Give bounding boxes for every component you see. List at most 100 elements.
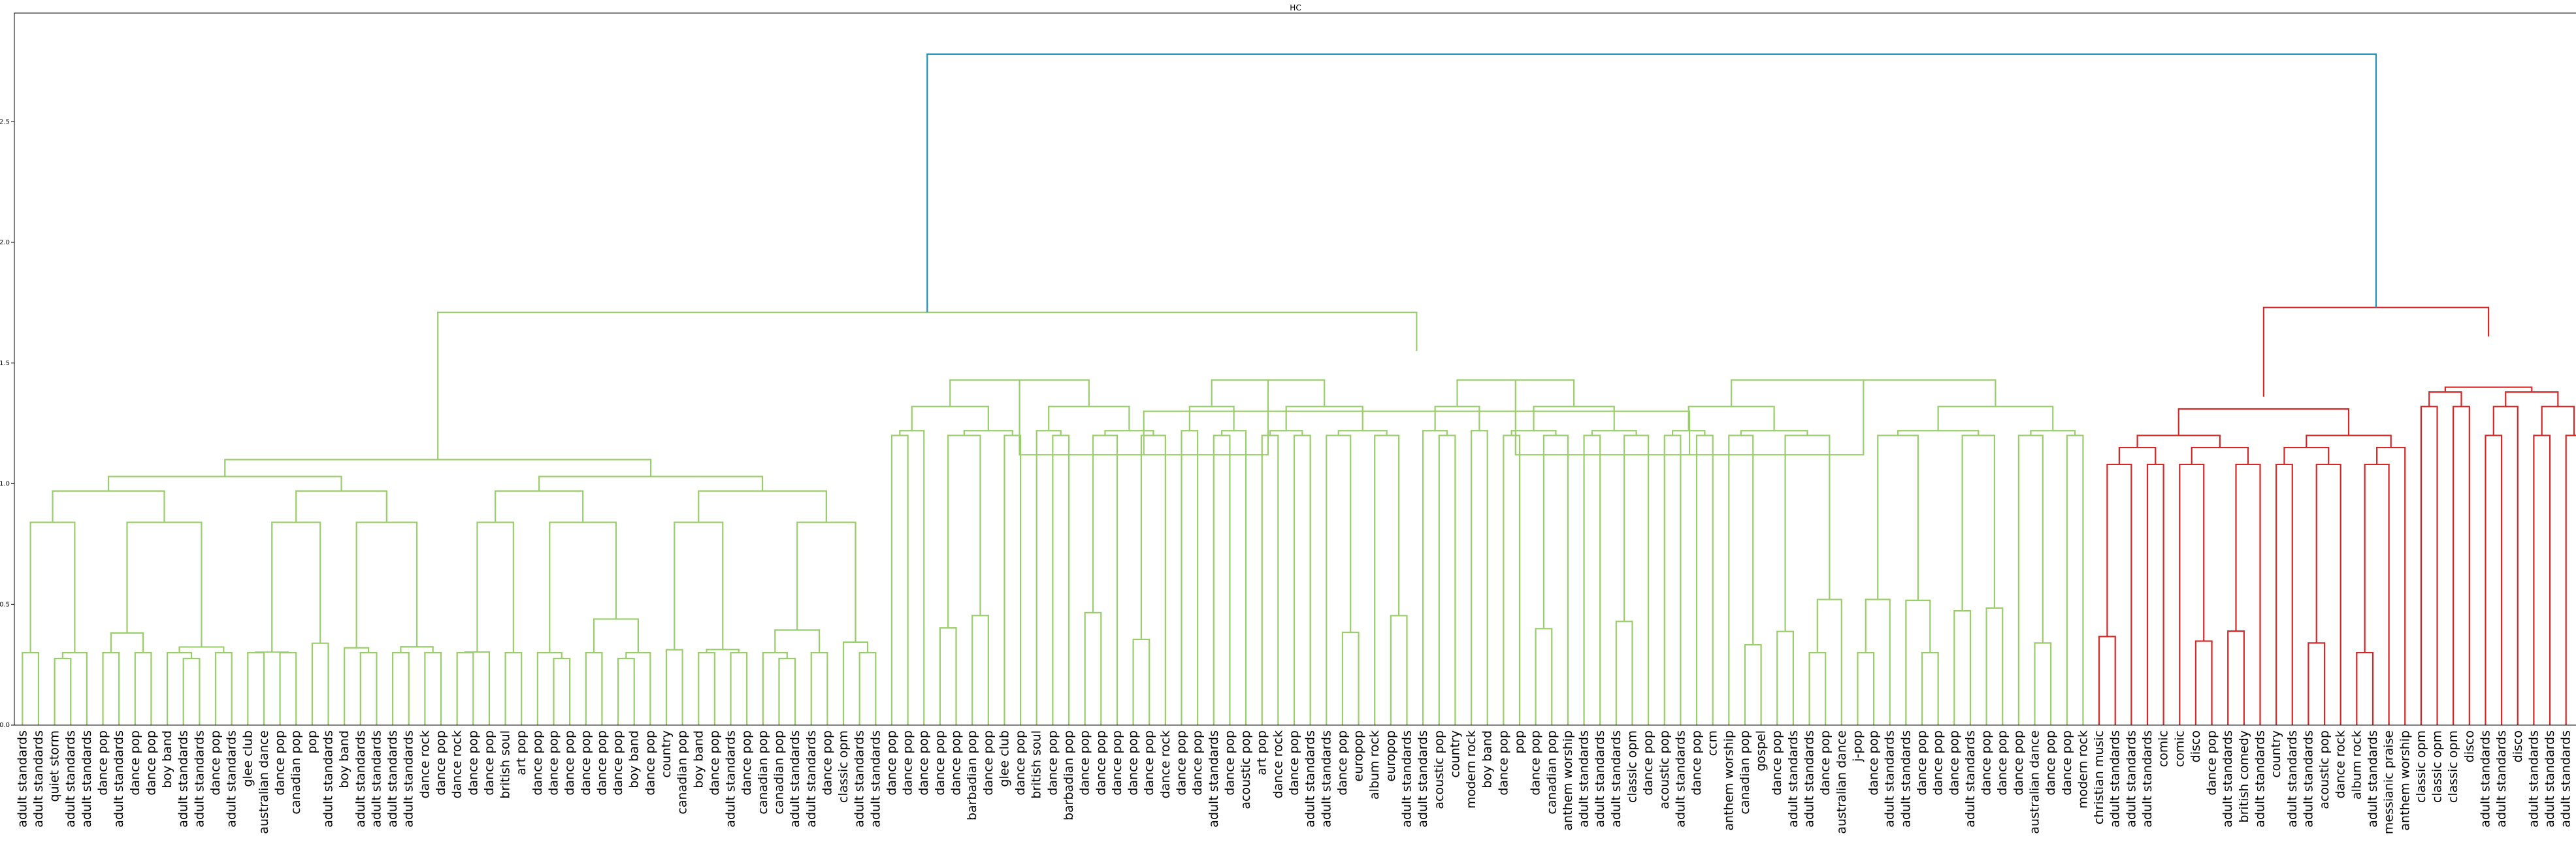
dendrogram-link — [1213, 434, 1231, 725]
dendrogram-link — [858, 652, 877, 725]
dendrogram-link — [2307, 642, 2326, 725]
dendrogram-link — [2034, 642, 2052, 725]
leaf-label: dance pop — [1175, 730, 1189, 796]
dendrogram-link — [1337, 430, 1388, 436]
y-tick-label: 0.0 — [0, 722, 10, 729]
leaf-label: adult standards — [321, 730, 336, 828]
dendrogram-link — [2177, 408, 2350, 436]
leaf-label: europop — [1352, 730, 1366, 782]
dendrogram-link — [1784, 434, 1831, 632]
dendrogram-link — [939, 627, 957, 725]
leaf-label: dance pop — [2060, 730, 2074, 796]
leaf-label: dance pop — [1110, 730, 1124, 796]
dendrogram-link — [1438, 434, 1456, 725]
leaf-label: boy band — [627, 730, 642, 788]
leaf-label: adult standards — [1593, 730, 1607, 828]
dendrogram-link — [247, 652, 265, 725]
leaf-label: adult standards — [112, 730, 126, 828]
leaf-label: dance rock — [1271, 730, 1285, 798]
leaf-label: adult standards — [1399, 730, 1414, 828]
leaf-label: adult standards — [192, 730, 206, 828]
leaf-label: dance pop — [1078, 730, 1092, 796]
leaf-label: barbadian pop — [965, 730, 979, 820]
leaf-label: art pop — [1255, 730, 1269, 775]
leaf-label: adult standards — [353, 730, 368, 828]
leaf-label: dance pop — [2044, 730, 2058, 796]
dendrogram-link — [1583, 434, 1601, 725]
leaf-label: modern rock — [2076, 730, 2090, 809]
leaf-label: modern rock — [1464, 730, 1478, 809]
dendrogram-link — [107, 476, 342, 491]
leaf-label: dance pop — [820, 730, 834, 796]
leaf-label: adult standards — [1883, 730, 1897, 828]
leaf-label: dance pop — [708, 730, 722, 796]
dendrogram-link — [2098, 636, 2116, 725]
dendrogram-link — [295, 490, 387, 523]
leaf-label: acoustic pop — [1657, 730, 1672, 809]
dendrogram-link — [29, 521, 76, 653]
dendrogram-link — [1615, 621, 1633, 725]
leaf-label: adult standards — [2221, 730, 2235, 828]
dendrogram-link — [1671, 430, 1706, 436]
dendrogram-link — [2356, 651, 2374, 725]
dendrogram-link — [2376, 446, 2406, 725]
leaf-label: adult standards — [2543, 730, 2557, 828]
leaf-label: acoustic pop — [1432, 730, 1446, 809]
dendrogram-link — [899, 430, 925, 725]
dendrogram-link — [1695, 434, 1714, 725]
dendrogram-link — [2030, 430, 2076, 436]
dendrogram-link — [1052, 434, 1070, 725]
dendrogram-link — [1877, 434, 1919, 600]
leaf-label: classic opm — [2430, 730, 2445, 803]
dendrogram-link — [762, 652, 788, 725]
leaf-label: canadian pop — [676, 730, 690, 815]
chart-title: HC — [1290, 3, 1301, 12]
dendrogram-link — [1143, 410, 1691, 455]
dendrogram-link — [1921, 652, 1939, 725]
y-tick-label: 2.5 — [0, 118, 10, 125]
leaf-label: dance pop — [1222, 730, 1237, 796]
dendrogram-link — [224, 459, 652, 477]
leaf-label: pop — [305, 730, 319, 754]
leaf-label: disco — [2189, 730, 2203, 762]
dendrogram-link — [279, 652, 297, 725]
leaf-label: dance pop — [2012, 730, 2026, 796]
dendrogram-link — [476, 521, 514, 653]
dendrogram-link — [2492, 406, 2519, 725]
dendrogram-link — [2565, 434, 2576, 725]
plot-frame — [14, 12, 2576, 726]
leaf-label: dance pop — [208, 730, 223, 796]
dendrogram-link — [1623, 434, 1650, 725]
leaf-label: adult standards — [788, 730, 802, 828]
dendrogram-link — [1542, 434, 1569, 725]
leaf-label: glee club — [240, 730, 255, 787]
leaf-label: adult standards — [15, 730, 29, 828]
leaf-label: adult standards — [80, 730, 94, 828]
leaf-label: adult standards — [1673, 730, 1687, 828]
dendrogram-link — [1687, 406, 1775, 431]
leaf-label: dance pop — [1287, 730, 1301, 796]
dendrogram-link — [617, 657, 635, 725]
dendrogram-links — [22, 53, 2576, 725]
leaf-label: dance pop — [1142, 730, 1156, 796]
y-tick-label: 2.0 — [0, 239, 10, 246]
leaf-label: adult standards — [2478, 730, 2492, 828]
leaf-label: anthem worship — [1561, 730, 1575, 831]
leaf-label: album rock — [1367, 730, 1382, 800]
leaf-label: dance pop — [530, 730, 545, 796]
leaf-label: dance pop — [1045, 730, 1060, 796]
dendrogram-link — [2262, 306, 2490, 397]
leaf-label: country — [2269, 730, 2283, 778]
dendrogram-link — [2146, 463, 2164, 725]
leaf-label: classic opm — [2414, 730, 2428, 803]
dendrogram-link — [1740, 430, 1808, 436]
dendrogram-link — [1269, 430, 1303, 436]
leaf-label: dance pop — [595, 730, 609, 796]
leaf-label: dance pop — [546, 730, 561, 796]
dendrogram-link — [2191, 446, 2249, 464]
dendrogram-link — [1326, 434, 1352, 725]
dendrogram-link — [424, 652, 442, 725]
dendrogram-link — [1961, 434, 1996, 611]
dendrogram-link — [842, 641, 869, 725]
leaf-label: adult standards — [1319, 730, 1333, 828]
